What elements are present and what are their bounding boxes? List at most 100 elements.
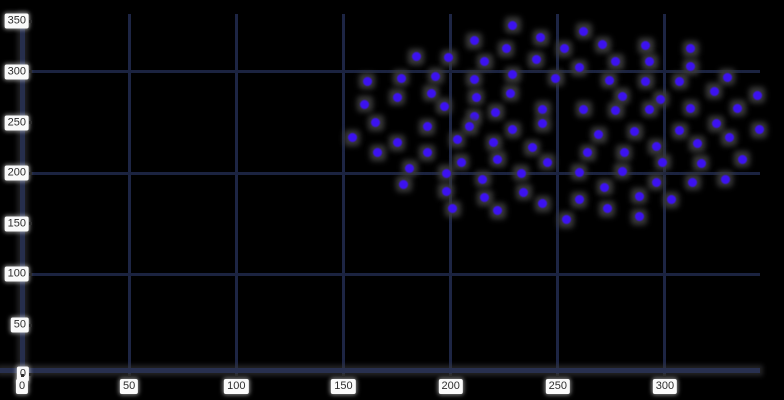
point-dot (471, 92, 481, 102)
scatter-point (489, 150, 507, 168)
scatter-point (750, 121, 768, 139)
point-dot (441, 186, 451, 196)
scatter-point (407, 48, 425, 66)
y-tick-mark (29, 323, 32, 327)
point-dot (538, 199, 548, 209)
scatter-point (489, 202, 507, 220)
gridline-horizontal (22, 70, 760, 74)
point-dot (733, 103, 743, 113)
scatter-point (570, 191, 588, 209)
scatter-point (637, 72, 655, 90)
scatter-point (662, 191, 680, 209)
scatter-point (615, 144, 633, 162)
scatter-point (671, 72, 689, 90)
point-dot (651, 142, 661, 152)
scatter-point (502, 84, 520, 102)
scatter-point (596, 178, 614, 196)
y-tick-mark (29, 19, 32, 23)
x-axis-line (0, 367, 760, 373)
point-dot (480, 57, 490, 67)
point-dot (724, 133, 734, 143)
x-tick-label: 0 (15, 379, 29, 394)
point-dot (641, 76, 651, 86)
point-dot (508, 70, 518, 80)
scatter-point (418, 118, 436, 136)
point-dot (469, 36, 479, 46)
gridline-vertical (556, 14, 560, 374)
scatter-point (688, 135, 706, 153)
point-dot (469, 74, 479, 84)
point-dot (598, 40, 608, 50)
scatter-point (504, 16, 522, 34)
scatter-point (534, 115, 552, 133)
x-tick-label: 300 (652, 379, 678, 394)
scatter-point (452, 153, 470, 171)
scatter-point (729, 99, 747, 117)
x-tick-label: 150 (331, 379, 356, 394)
point-dot (645, 57, 655, 67)
scatter-point (512, 164, 530, 182)
scatter-point (575, 100, 593, 118)
scatter-point (356, 95, 374, 113)
point-dot (602, 204, 612, 214)
scatter-point (682, 99, 700, 117)
point-dot (600, 182, 610, 192)
point-dot (493, 206, 503, 216)
scatter-point (427, 67, 445, 85)
point-dot (692, 139, 702, 149)
point-dot (347, 133, 357, 143)
x-tick-mark (663, 374, 667, 377)
scatter-point (534, 100, 552, 118)
point-dot (478, 174, 488, 184)
point-dot (469, 112, 479, 121)
point-dot (722, 72, 732, 82)
y-tick-label: 250 (4, 115, 29, 131)
scatter-point (547, 69, 565, 87)
scatter-point (395, 175, 413, 193)
scatter-point (437, 182, 455, 200)
scatter-point (641, 100, 659, 118)
point-dot (542, 157, 552, 167)
x-tick-mark (341, 374, 345, 377)
scatter-point (437, 164, 455, 182)
point-dot (422, 122, 432, 132)
scatter-point (504, 121, 522, 139)
point-dot (551, 73, 561, 83)
scatter-point (579, 144, 597, 162)
y-tick-label: 50 (10, 317, 29, 333)
point-dot (392, 92, 402, 102)
scatter-point (485, 134, 503, 152)
scatter-point (600, 71, 618, 89)
x-tick-mark (20, 374, 24, 377)
point-dot (360, 99, 370, 109)
point-dot (634, 212, 644, 222)
scatter-point (716, 170, 734, 188)
point-dot (579, 26, 589, 36)
scatter-point (684, 173, 702, 191)
scatter-point (418, 144, 436, 162)
scatter-point (555, 40, 573, 58)
point-dot (491, 107, 501, 117)
scatter-point (748, 86, 766, 104)
point-dot (538, 119, 548, 129)
point-dot (720, 174, 730, 184)
point-dot (645, 104, 655, 114)
point-dot (448, 204, 458, 214)
scatter-point (523, 139, 541, 157)
point-dot (574, 167, 584, 177)
scatter-point (448, 131, 466, 149)
point-dot (658, 157, 668, 167)
point-dot (709, 86, 719, 96)
gridline-horizontal (22, 171, 760, 175)
point-dot (675, 76, 685, 86)
point-dot (452, 135, 462, 145)
scatter-point (682, 40, 700, 58)
scatter-point (598, 200, 616, 218)
scatter-point (570, 59, 588, 77)
point-dot (583, 148, 593, 158)
scatter-point (705, 82, 723, 100)
scatter-point (487, 103, 505, 121)
scatter-point (532, 29, 550, 47)
y-tick-label: 150 (4, 216, 29, 232)
